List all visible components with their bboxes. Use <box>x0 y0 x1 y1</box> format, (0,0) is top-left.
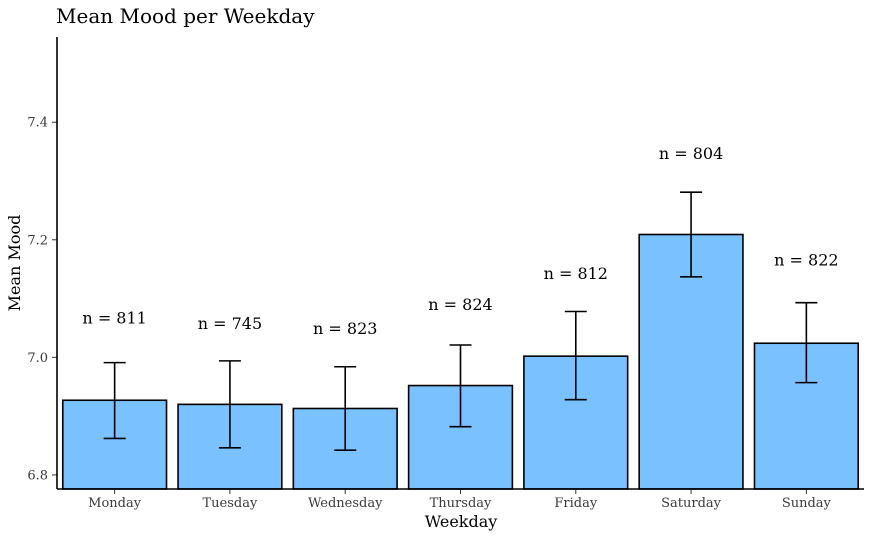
sample-size-label: n = 823 <box>313 319 377 338</box>
x-tick-label: Saturday <box>661 496 722 511</box>
y-tick-label: 7.4 <box>27 116 48 131</box>
sample-size-label: n = 822 <box>774 250 838 269</box>
sample-size-label: n = 824 <box>428 295 492 314</box>
x-tick-label: Wednesday <box>308 496 383 511</box>
sample-size-label: n = 804 <box>659 144 723 163</box>
chart-title: Mean Mood per Weekday <box>56 4 315 28</box>
x-tick-label: Tuesday <box>203 496 258 511</box>
sample-size-label: n = 811 <box>82 309 146 328</box>
x-tick-label: Monday <box>88 496 142 511</box>
x-tick-label: Friday <box>554 496 597 511</box>
y-tick-label: 6.8 <box>27 468 48 483</box>
sample-size-label: n = 812 <box>544 264 608 283</box>
axes-layer: Monday Tuesday Wednesday Thursday Friday Satu… <box>27 37 864 511</box>
error-bars-layer <box>103 191 818 452</box>
sample-size-labels: n = 811 n = 745 n = 823 n = 824 n = 812 n = 8… <box>82 144 838 338</box>
x-tick-label: Thursday <box>430 496 492 511</box>
x-tick-label: Sunday <box>782 496 832 511</box>
y-axis-title: Mean Mood <box>5 215 24 312</box>
y-tick-label: 7.0 <box>27 351 48 366</box>
x-axis-title: Weekday <box>425 512 498 531</box>
y-tick-label: 7.2 <box>27 233 48 248</box>
sample-size-label: n = 745 <box>198 314 262 333</box>
